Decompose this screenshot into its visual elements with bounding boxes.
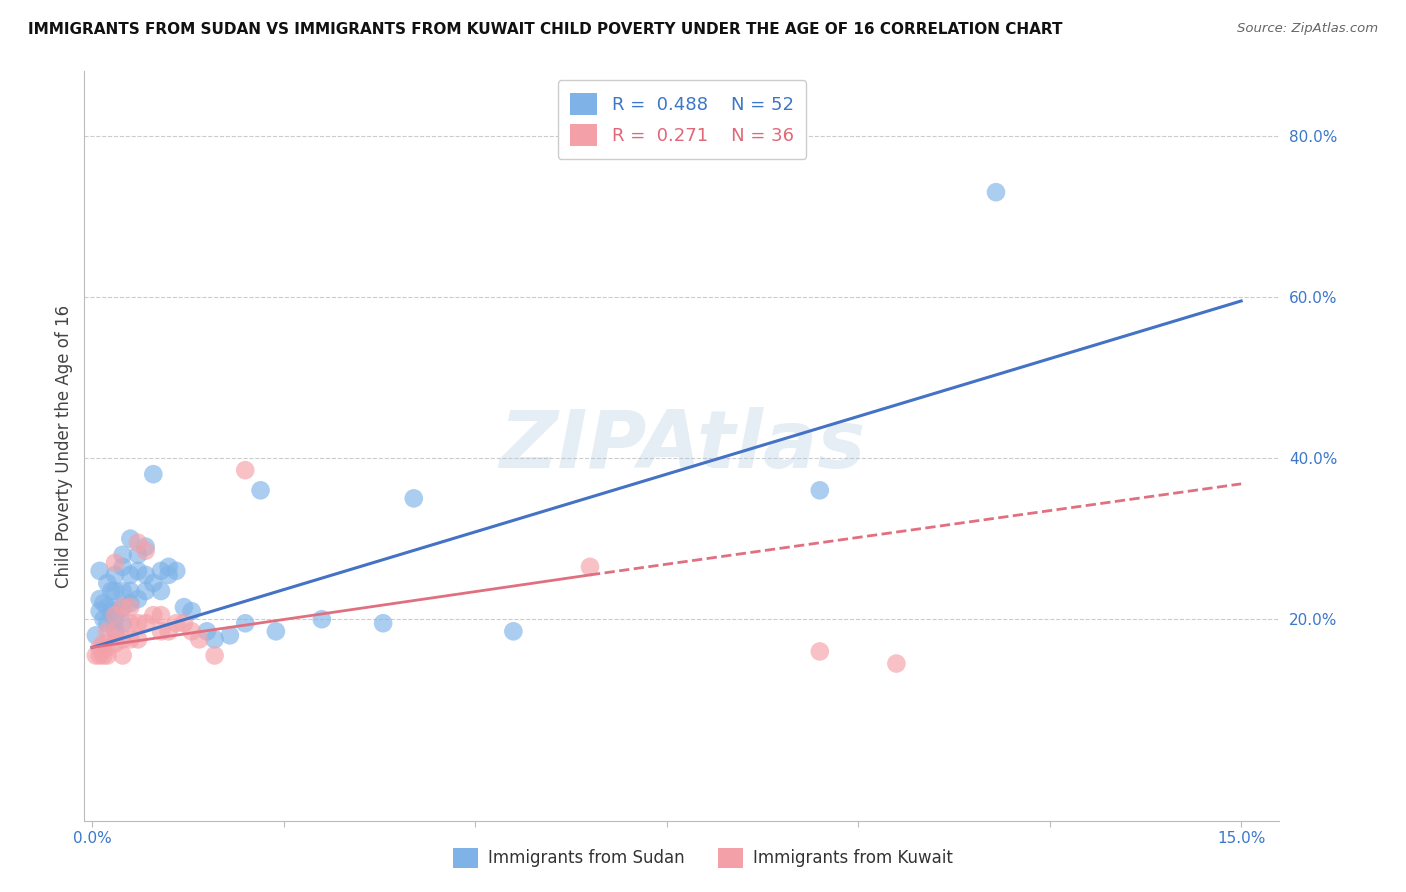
Text: ZIPAtlas: ZIPAtlas (499, 407, 865, 485)
Point (111, 548, 134, 562)
Point (984, 185, 1007, 199)
Point (142, 608, 165, 623)
Point (96, 616, 118, 631)
Point (173, 600, 195, 615)
Point (100, 584, 122, 599)
Point (93, 596, 115, 610)
Point (149, 608, 172, 623)
Point (157, 568, 180, 582)
Point (111, 648, 134, 663)
Point (204, 648, 226, 663)
Point (579, 559, 602, 574)
Point (157, 624, 180, 639)
Point (84, 648, 107, 663)
Point (104, 584, 127, 599)
Point (502, 624, 524, 639)
Point (808, 644, 831, 658)
Point (157, 559, 180, 574)
Legend: R =  0.488    N = 52, R =  0.271    N = 36: R = 0.488 N = 52, R = 0.271 N = 36 (558, 80, 806, 159)
Point (120, 600, 142, 615)
Point (104, 624, 127, 639)
Point (402, 491, 425, 506)
Point (111, 584, 134, 599)
Point (142, 467, 165, 482)
Point (96, 624, 118, 639)
Point (89, 604, 111, 618)
Point (135, 543, 157, 558)
Point (886, 657, 908, 671)
Point (104, 600, 127, 615)
Point (89, 640, 111, 655)
Point (93, 636, 115, 650)
Point (111, 600, 134, 615)
Point (104, 568, 127, 582)
Point (111, 600, 134, 615)
Point (96, 600, 118, 615)
Point (89, 648, 111, 663)
Point (93, 612, 115, 626)
Point (104, 556, 127, 570)
Point (249, 483, 271, 498)
Point (180, 624, 202, 639)
Point (111, 632, 134, 647)
Point (100, 604, 122, 618)
Point (104, 624, 127, 639)
Point (127, 564, 149, 578)
Point (84, 628, 107, 642)
Point (120, 596, 142, 610)
Point (111, 559, 134, 574)
Point (127, 535, 149, 549)
Point (127, 616, 149, 631)
Point (135, 540, 157, 554)
Point (149, 584, 172, 599)
Point (135, 568, 157, 582)
Text: IMMIGRANTS FROM SUDAN VS IMMIGRANTS FROM KUWAIT CHILD POVERTY UNDER THE AGE OF 1: IMMIGRANTS FROM SUDAN VS IMMIGRANTS FROM… (28, 22, 1063, 37)
Point (165, 616, 187, 631)
Point (104, 612, 127, 626)
Point (808, 483, 831, 498)
Point (233, 463, 256, 477)
Point (142, 576, 165, 591)
Point (195, 624, 218, 639)
Y-axis label: Child Poverty Under the Age of 16: Child Poverty Under the Age of 16 (55, 304, 73, 588)
Point (120, 568, 142, 582)
Point (96, 640, 118, 655)
Point (204, 632, 226, 647)
Point (149, 564, 172, 578)
Point (104, 636, 127, 650)
Point (173, 616, 195, 631)
Point (180, 604, 202, 618)
Point (96, 648, 118, 663)
Point (135, 584, 157, 599)
Point (149, 624, 172, 639)
Point (120, 584, 142, 599)
Point (165, 564, 187, 578)
Point (373, 616, 395, 631)
Point (127, 548, 149, 562)
Point (89, 564, 111, 578)
Point (89, 592, 111, 607)
Point (104, 608, 127, 623)
Point (127, 632, 149, 647)
Point (120, 532, 142, 546)
Legend: Immigrants from Sudan, Immigrants from Kuwait: Immigrants from Sudan, Immigrants from K… (447, 841, 959, 875)
Text: Source: ZipAtlas.com: Source: ZipAtlas.com (1237, 22, 1378, 36)
Point (311, 612, 333, 626)
Point (111, 616, 134, 631)
Point (120, 632, 142, 647)
Point (96, 576, 118, 591)
Point (233, 616, 256, 631)
Point (219, 628, 242, 642)
Point (120, 616, 142, 631)
Point (93, 648, 115, 663)
Point (188, 632, 211, 647)
Point (127, 592, 149, 607)
Point (264, 624, 287, 639)
Point (135, 616, 157, 631)
